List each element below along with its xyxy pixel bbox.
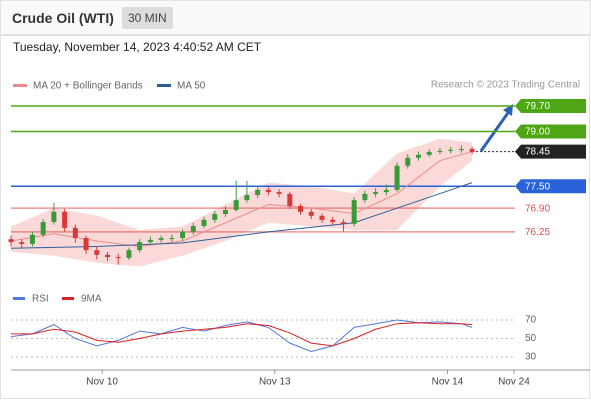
candle-body xyxy=(394,165,400,190)
level-label: 76.90 xyxy=(525,203,550,214)
x-tick-label: Nov 14 xyxy=(432,377,464,388)
level-label: 77.50 xyxy=(525,181,550,192)
candle-body xyxy=(62,211,68,228)
candle-body xyxy=(415,154,421,158)
candle-body xyxy=(373,192,379,194)
y-tick-label: 50 xyxy=(525,333,537,344)
candle-body xyxy=(448,149,454,151)
y-tick-label: 30 xyxy=(525,352,537,363)
candle-body xyxy=(383,189,389,193)
candle-body xyxy=(105,254,111,258)
candle-body xyxy=(458,149,464,151)
x-tick-label: Nov 10 xyxy=(86,377,118,388)
level-tag xyxy=(515,179,586,194)
candle-body xyxy=(287,193,293,206)
candle-body xyxy=(222,209,228,214)
legend-label: RSI xyxy=(32,294,49,305)
candle-body xyxy=(72,227,78,239)
candle-body xyxy=(265,189,271,193)
level-label: 76.25 xyxy=(525,227,550,238)
candle-body xyxy=(8,239,14,243)
arrow-head xyxy=(503,104,513,116)
candle-body xyxy=(180,231,186,239)
candle-body xyxy=(29,234,35,244)
ma-line xyxy=(10,151,473,247)
bollinger-band xyxy=(11,138,473,267)
legend-swatch xyxy=(13,297,25,300)
candle-body xyxy=(255,189,261,196)
legend-label: MA 20 + Bollinger Bands xyxy=(33,81,143,92)
candle-body xyxy=(94,250,100,255)
candle-body xyxy=(147,239,153,243)
credit: Research © 2023 Trading Central xyxy=(431,80,580,91)
candle-body xyxy=(115,257,121,259)
candle-body xyxy=(244,195,250,201)
candle-body xyxy=(126,250,132,258)
instrument-title: Crude Oil (WTI) xyxy=(12,10,114,26)
candle-body xyxy=(19,242,25,244)
forecast-arrow xyxy=(479,109,512,152)
candle-body xyxy=(298,205,304,212)
legend-swatch xyxy=(13,84,27,87)
candle-body xyxy=(426,151,432,155)
candle-body xyxy=(169,238,175,240)
candle-body xyxy=(40,222,46,235)
frame xyxy=(0,34,590,399)
candle-body xyxy=(330,219,336,223)
candle-body xyxy=(351,200,357,224)
level-label: 79.70 xyxy=(525,101,550,112)
candle-body xyxy=(201,219,207,227)
candle-body xyxy=(437,150,443,152)
y-tick-label: 70 xyxy=(525,315,537,326)
level-label: 79.00 xyxy=(525,127,550,138)
x-tick-label: Nov 13 xyxy=(259,377,291,388)
level-tag xyxy=(515,98,586,113)
rsi-line xyxy=(11,322,473,347)
x-tick-label: Nov 24 xyxy=(498,377,530,388)
candle-body xyxy=(340,222,346,224)
candle-body xyxy=(190,226,196,232)
header: Crude Oil (WTI) 30 MIN xyxy=(0,0,591,36)
candle-body xyxy=(83,238,89,251)
candle-body xyxy=(212,213,218,220)
candle-body xyxy=(137,242,143,251)
candle-body xyxy=(362,193,368,201)
legend-swatch xyxy=(62,297,74,300)
candle-body xyxy=(469,149,475,152)
legend-label: MA 50 xyxy=(177,81,206,92)
candle-body xyxy=(158,238,164,240)
legend-swatch xyxy=(157,84,171,87)
candle-body xyxy=(319,215,325,220)
candle-body xyxy=(233,200,239,210)
rsi-line xyxy=(10,319,473,352)
level-tag xyxy=(515,124,586,139)
level-label: 78.45 xyxy=(525,147,550,158)
timeframe-badge[interactable]: 30 MIN xyxy=(122,7,173,29)
level-tag xyxy=(515,144,586,159)
candle-body xyxy=(51,211,57,223)
timestamp: Tuesday, November 14, 2023 4:40:52 AM CE… xyxy=(13,40,262,54)
candle-body xyxy=(405,157,411,166)
candle-body xyxy=(308,211,314,216)
legend-label: 9MA xyxy=(81,294,102,305)
candle-body xyxy=(276,192,282,194)
